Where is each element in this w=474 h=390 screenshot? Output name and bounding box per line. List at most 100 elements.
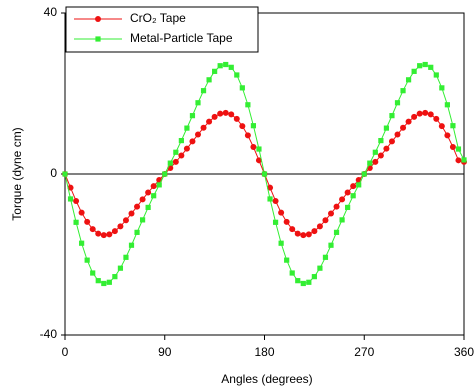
marker <box>400 124 407 131</box>
x-tick-label: 360 <box>454 345 474 359</box>
marker <box>305 231 312 238</box>
marker <box>150 183 157 190</box>
marker <box>184 125 190 131</box>
marker <box>123 254 129 260</box>
marker <box>272 219 279 225</box>
marker <box>416 110 423 117</box>
marker <box>79 240 85 246</box>
legend-label: CrO₂ Tape <box>130 11 186 25</box>
marker <box>206 77 212 83</box>
marker <box>78 209 85 216</box>
marker <box>405 118 412 125</box>
marker <box>294 230 301 237</box>
marker <box>244 132 251 139</box>
marker <box>339 217 345 223</box>
legend-box <box>65 6 259 53</box>
marker <box>439 85 445 91</box>
marker <box>255 157 262 164</box>
marker <box>433 115 440 122</box>
marker <box>245 102 251 108</box>
marker <box>111 228 118 235</box>
marker <box>267 184 274 191</box>
marker <box>73 219 79 225</box>
marker <box>394 131 401 138</box>
marker <box>178 152 185 159</box>
marker <box>128 210 135 217</box>
marker <box>272 197 279 204</box>
x-tick-label: 270 <box>354 345 374 359</box>
marker <box>372 149 378 155</box>
marker <box>233 115 240 122</box>
marker <box>211 113 218 120</box>
marker <box>428 64 434 70</box>
marker <box>84 218 91 225</box>
marker <box>333 203 340 210</box>
marker <box>278 240 284 246</box>
marker <box>117 265 124 271</box>
marker <box>389 113 395 119</box>
marker <box>317 265 323 271</box>
marker <box>378 137 384 144</box>
marker <box>172 158 179 165</box>
x-axis-label: Angles (degrees) <box>221 372 312 386</box>
marker <box>361 171 367 177</box>
marker <box>173 149 179 155</box>
marker <box>433 72 439 78</box>
marker <box>306 279 312 285</box>
marker <box>417 63 423 69</box>
y-tick-label: 0 <box>50 166 57 180</box>
marker <box>134 203 141 210</box>
marker <box>250 123 257 129</box>
marker <box>162 171 168 177</box>
marker <box>256 146 262 152</box>
marker <box>267 196 273 202</box>
marker <box>67 184 74 191</box>
marker <box>222 109 229 116</box>
marker <box>128 242 135 248</box>
marker <box>289 270 295 276</box>
marker <box>101 280 107 287</box>
marker <box>239 85 245 91</box>
marker <box>322 254 329 260</box>
marker <box>461 157 467 163</box>
marker <box>189 113 196 119</box>
marker <box>106 279 112 285</box>
marker <box>145 204 151 211</box>
marker <box>372 158 379 165</box>
marker <box>89 226 96 233</box>
marker <box>84 257 90 263</box>
marker <box>328 210 334 217</box>
marker <box>278 209 285 216</box>
marker <box>400 88 406 94</box>
marker <box>95 230 102 237</box>
marker <box>217 63 223 69</box>
marker <box>228 64 234 70</box>
marker <box>405 77 412 83</box>
legend-label: Metal-Particle Tape <box>130 31 233 45</box>
marker <box>350 193 356 199</box>
marker <box>212 68 218 74</box>
marker <box>156 182 162 188</box>
marker <box>223 61 229 68</box>
marker <box>377 152 384 159</box>
marker <box>367 160 373 166</box>
marker <box>345 204 351 211</box>
marker <box>455 146 462 152</box>
marker <box>383 125 390 131</box>
marker <box>450 123 456 129</box>
marker <box>339 196 346 203</box>
marker <box>234 72 240 78</box>
marker <box>350 183 357 190</box>
marker <box>206 118 213 125</box>
marker <box>388 138 395 145</box>
marker <box>139 217 146 223</box>
marker <box>300 232 307 239</box>
marker <box>422 109 429 116</box>
marker <box>284 257 290 263</box>
marker <box>422 61 428 68</box>
marker <box>145 189 152 196</box>
marker <box>195 131 201 138</box>
marker <box>167 160 173 166</box>
marker <box>250 144 257 151</box>
marker <box>139 196 146 203</box>
